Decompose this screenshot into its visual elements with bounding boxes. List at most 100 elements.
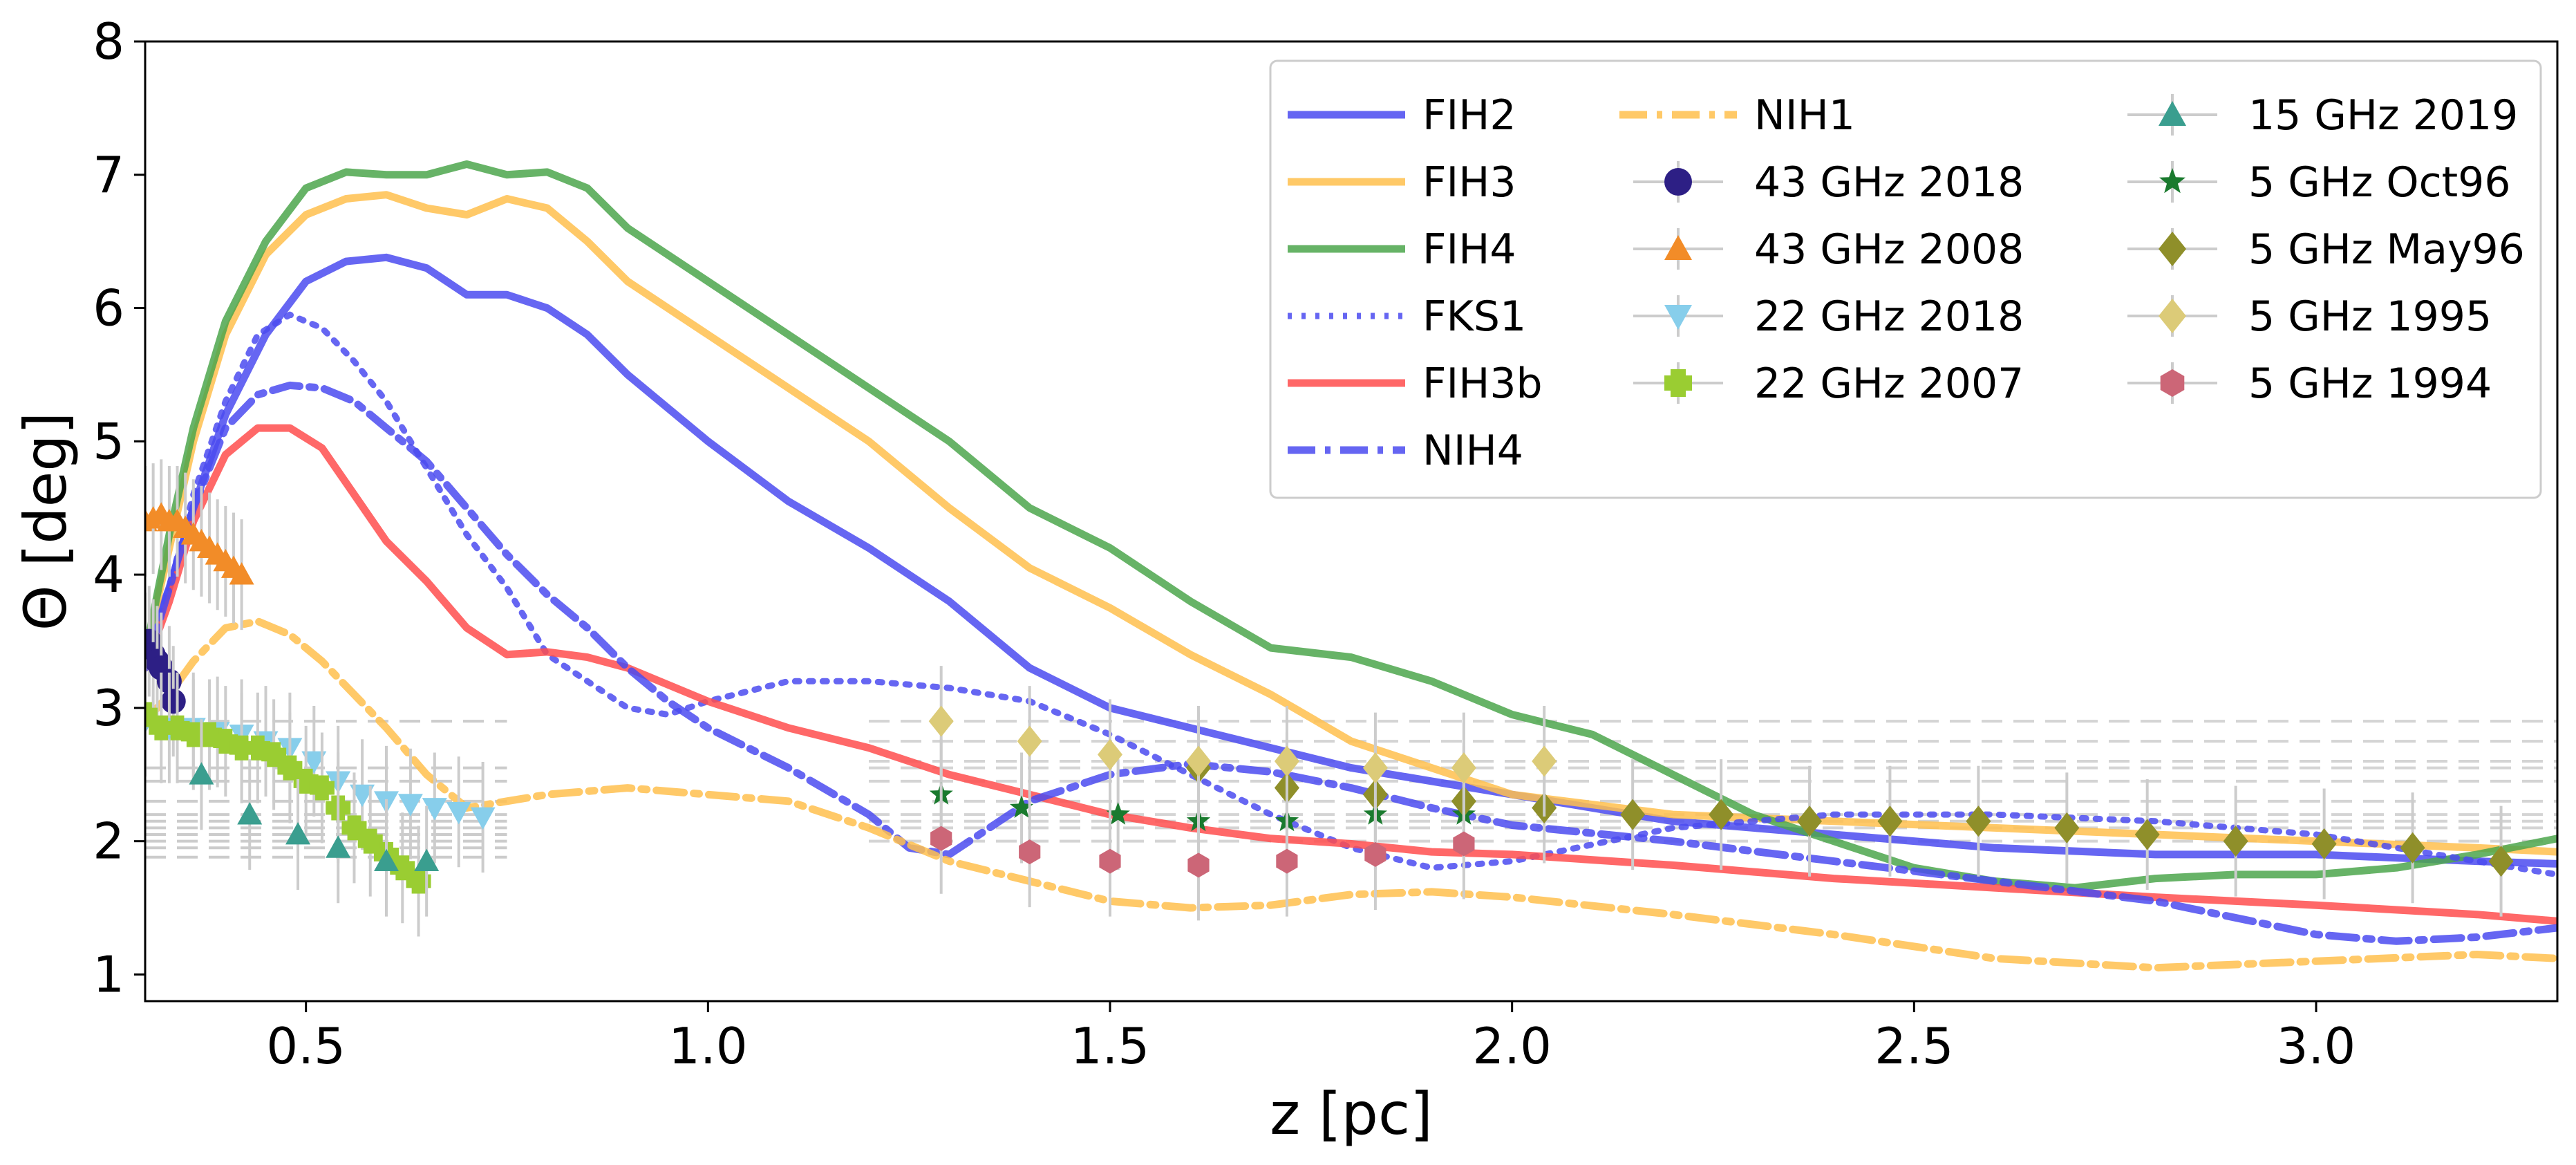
legend-label: NIH4 — [1422, 427, 1523, 475]
data-point — [285, 822, 311, 845]
legend-label: 22 GHz 2018 — [1754, 292, 2024, 341]
legend-label: 5 GHz May96 — [2248, 225, 2525, 274]
legend-swatch — [2159, 101, 2186, 126]
curve-nih1 — [145, 617, 2557, 972]
data-point — [1099, 848, 1121, 874]
data-point — [2311, 828, 2337, 860]
data-point — [928, 705, 954, 737]
series-5-ghz-1995 — [928, 666, 1557, 823]
legend-swatch — [2160, 369, 2185, 397]
x-tick-label: 0.5 — [266, 1017, 346, 1075]
data-point — [277, 755, 303, 781]
data-point — [470, 807, 496, 830]
legend-swatch — [2159, 299, 2186, 333]
x-tick-label: 2.5 — [1874, 1017, 1954, 1075]
legend-swatch — [2159, 168, 2185, 194]
legend-swatch — [1664, 235, 1692, 260]
data-point — [2223, 826, 2248, 857]
legend-entry: FIH3 — [1288, 158, 1516, 207]
legend-swatch — [1664, 168, 1692, 196]
data-point — [2134, 819, 2160, 850]
data-point — [350, 784, 375, 808]
y-tick-label: 7 — [93, 146, 124, 204]
legend-label: FIH4 — [1422, 225, 1516, 274]
legend: FIH2 FIH3 FIH4 FKS1 FIH3b NIH4 NIH1 43 GHz 2018… — [1269, 59, 2542, 499]
data-point — [326, 835, 351, 858]
data-point — [406, 868, 431, 894]
legend-label: FIH3b — [1422, 360, 1543, 408]
data-point — [357, 828, 383, 854]
legend-label: NIH1 — [1754, 91, 1855, 140]
legend-entry: 43 GHz 2008 — [1633, 225, 2024, 274]
data-point — [309, 775, 335, 801]
y-tick-label: 3 — [93, 679, 124, 737]
legend-entry: FKS1 — [1288, 292, 1526, 341]
data-point — [1966, 805, 1991, 837]
x-tick-label: 1.5 — [1071, 1017, 1150, 1075]
legend-label: 5 GHz Oct96 — [2248, 158, 2511, 207]
legend-label: 43 GHz 2008 — [1754, 225, 2024, 274]
data-point — [1362, 752, 1388, 784]
curve-nih4 — [145, 381, 2557, 945]
y-tick-label: 6 — [93, 279, 124, 337]
data-point — [1009, 795, 1034, 818]
data-point — [397, 794, 423, 817]
legend-entry: FIH3b — [1288, 360, 1543, 408]
data-point — [1620, 799, 1646, 830]
legend-label: FKS1 — [1422, 292, 1526, 341]
legend-swatch — [1664, 305, 1692, 330]
y-tick-label: 4 — [93, 546, 124, 604]
x-tick-label: 1.0 — [668, 1017, 748, 1075]
y-axis-label: Θ [deg] — [12, 412, 79, 631]
data-point — [1187, 852, 1210, 878]
y-tick-label: 1 — [93, 945, 124, 1003]
data-point — [2488, 846, 2514, 877]
legend-entry: NIH1 — [1619, 91, 1855, 140]
legend-label: FIH2 — [1422, 91, 1516, 140]
legend-entry: FIH4 — [1288, 225, 1516, 274]
curve-fih3b — [145, 424, 2557, 925]
x-tick-label: 2.0 — [1472, 1017, 1552, 1075]
data-point — [237, 802, 263, 825]
y-tick-label: 5 — [93, 412, 124, 470]
data-point — [261, 742, 287, 767]
legend-entry: 5 GHz 1995 — [2127, 292, 2492, 341]
legend-swatch — [2159, 232, 2186, 266]
legend-swatch — [1664, 369, 1692, 397]
data-point — [189, 762, 214, 785]
legend-entry: 15 GHz 2019 — [2127, 91, 2518, 140]
ticks-layer: 0.5 1.0 1.5 2.0 2.5 3.0 1 2 3 4 5 6 7 8 — [93, 12, 2356, 1075]
data-point — [1185, 745, 1211, 777]
data-point — [1276, 848, 1298, 874]
legend-label: 22 GHz 2007 — [1754, 360, 2024, 408]
data-point — [2400, 832, 2425, 864]
data-point — [1106, 802, 1130, 825]
legend-label: 5 GHz 1994 — [2248, 360, 2492, 408]
axes-frame — [144, 40, 2559, 1003]
series-15-ghz-2019 — [189, 719, 440, 917]
data-point — [341, 815, 367, 841]
data-point — [930, 826, 952, 851]
data-point — [1453, 831, 1475, 857]
data-point — [301, 751, 327, 774]
legend-label: FIH3 — [1422, 158, 1516, 207]
y-tick-label: 8 — [93, 12, 124, 71]
legend-entry: FIH2 — [1288, 91, 1516, 140]
x-axis-label: z [pc] — [1270, 1080, 1433, 1148]
data-point — [1274, 745, 1299, 777]
y-tick-label: 2 — [93, 812, 124, 870]
marker-series — [145, 459, 2514, 937]
legend-entry: 22 GHz 2018 — [1633, 292, 2024, 341]
legend-entry: 43 GHz 2018 — [1633, 158, 2024, 207]
data-point — [229, 562, 254, 585]
data-point — [1019, 839, 1041, 865]
series-5-ghz-1994 — [930, 783, 1475, 921]
curves — [145, 160, 2557, 972]
data-point — [1797, 805, 1823, 837]
data-point — [1877, 805, 1903, 837]
data-point — [422, 798, 447, 821]
data-point — [1098, 738, 1122, 770]
data-point — [1532, 745, 1557, 777]
data-point — [374, 848, 399, 871]
legend-label: 5 GHz 1995 — [2248, 292, 2492, 341]
